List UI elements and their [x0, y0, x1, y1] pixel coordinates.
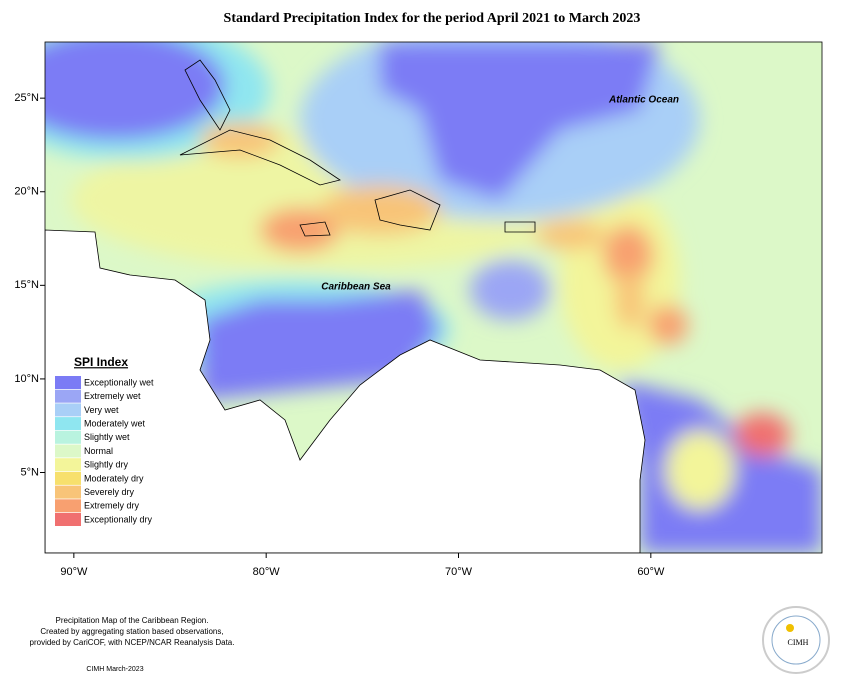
- puerto-rico-outline: [504, 221, 536, 233]
- logo: CIMH: [762, 606, 830, 674]
- spi-field: [45, 42, 822, 553]
- legend-swatch: [55, 417, 81, 431]
- map-frame: [44, 41, 823, 554]
- y-tick-label: 20°N: [14, 186, 39, 198]
- legend-label: Moderately wet: [84, 418, 146, 428]
- x-tick-label: 60°W: [637, 566, 665, 578]
- y-tick-label: 15°N: [14, 279, 39, 291]
- legend-label: Exceptionally dry: [84, 514, 153, 524]
- legend-label: Very wet: [84, 405, 119, 415]
- legend-swatch: [55, 499, 81, 513]
- cuba-outline: [179, 129, 341, 186]
- logo-text: CIMH: [788, 638, 809, 647]
- y-tick-label: 5°N: [21, 466, 40, 478]
- florida-outline: [184, 59, 231, 131]
- land: [45, 229, 646, 553]
- legend-label: Normal: [84, 446, 113, 456]
- legend-label: Severely dry: [84, 487, 135, 497]
- y-tick-label: 10°N: [14, 373, 39, 385]
- hispaniola-outline: [374, 189, 441, 231]
- legend-label: Extremely wet: [84, 391, 141, 401]
- legend: SPI Index Exceptionally wet Extremely wet…: [55, 355, 154, 526]
- legend-swatch: [55, 513, 81, 526]
- ocean-label: Atlantic Ocean: [608, 95, 679, 106]
- legend-swatch: [55, 403, 81, 417]
- legend-label: Extremely dry: [84, 501, 140, 511]
- footnote-line: Precipitation Map of the Caribbean Regio…: [56, 616, 209, 625]
- legend-swatch: [55, 444, 81, 458]
- legend-swatch: [55, 389, 81, 403]
- y-tick-label: 25°N: [14, 92, 39, 104]
- legend-label: Slightly wet: [84, 432, 130, 442]
- sea-label: Caribbean Sea: [321, 282, 391, 293]
- legend-swatch: [55, 471, 81, 485]
- legend-label: Exceptionally wet: [84, 377, 154, 387]
- footnote-line: Created by aggregating station based obs…: [40, 627, 223, 636]
- map-title: Standard Precipitation Index for the per…: [224, 11, 641, 26]
- legend-swatch: [55, 376, 81, 389]
- jamaica-outline: [299, 221, 331, 237]
- legend-label: Slightly dry: [84, 460, 129, 470]
- legend-swatch: [55, 430, 81, 444]
- legend-title: SPI Index: [74, 355, 128, 369]
- legend-swatch: [55, 458, 81, 472]
- legend-swatch: [55, 485, 81, 499]
- x-tick-label: 70°W: [445, 566, 473, 578]
- x-tick-label: 80°W: [253, 566, 281, 578]
- footnote-line: provided by CariCOF, with NCEP/NCAR Rean…: [30, 638, 235, 647]
- legend-label: Moderately dry: [84, 473, 144, 483]
- credit: CIMH March-2023: [86, 666, 143, 673]
- x-tick-label: 90°W: [60, 566, 88, 578]
